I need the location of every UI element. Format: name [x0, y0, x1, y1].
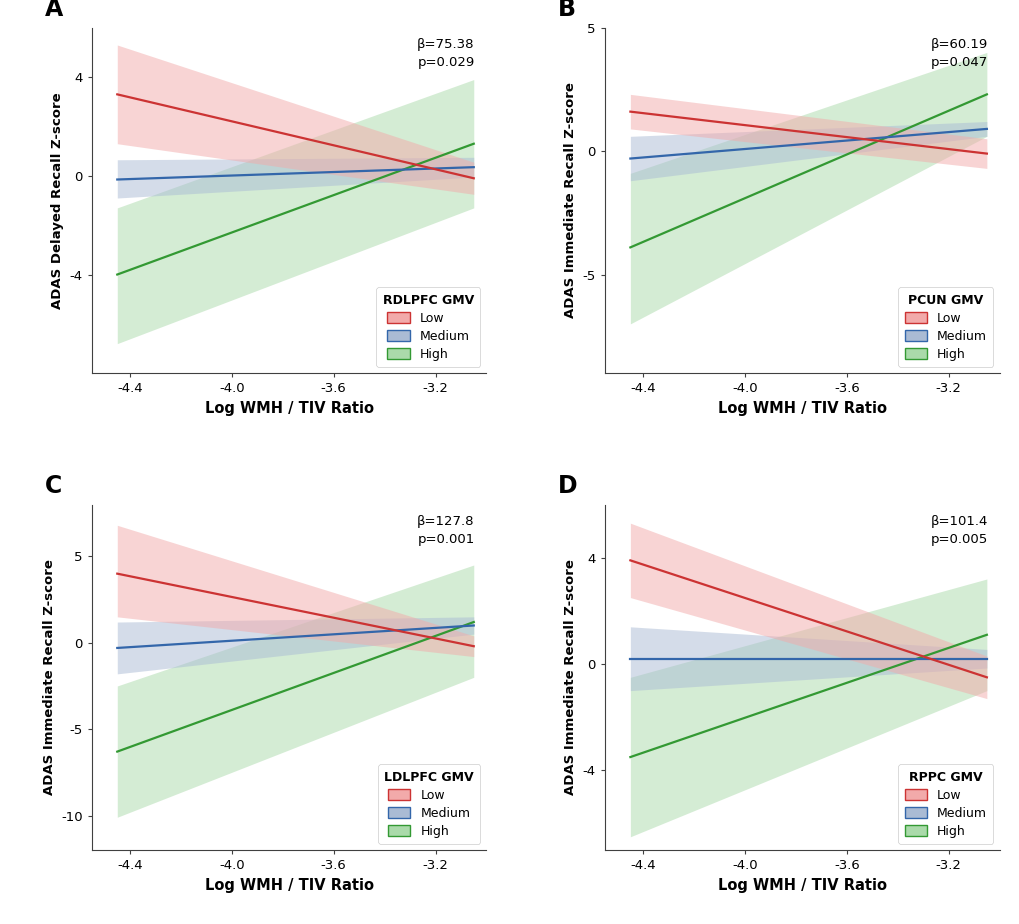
Y-axis label: ADAS Immediate Recall Z-score: ADAS Immediate Recall Z-score [564, 82, 577, 319]
Text: C: C [45, 474, 61, 498]
X-axis label: Log WMH / TIV Ratio: Log WMH / TIV Ratio [205, 401, 373, 416]
Y-axis label: ADAS Delayed Recall Z-score: ADAS Delayed Recall Z-score [51, 92, 64, 309]
X-axis label: Log WMH / TIV Ratio: Log WMH / TIV Ratio [205, 878, 373, 893]
Text: β=75.38
p=0.029: β=75.38 p=0.029 [417, 38, 474, 69]
Legend: Low, Medium, High: Low, Medium, High [898, 764, 993, 844]
Y-axis label: ADAS Immediate Recall Z-score: ADAS Immediate Recall Z-score [43, 559, 56, 796]
Legend: Low, Medium, High: Low, Medium, High [898, 287, 993, 367]
Text: A: A [45, 0, 62, 21]
Text: D: D [557, 474, 577, 498]
X-axis label: Log WMH / TIV Ratio: Log WMH / TIV Ratio [717, 878, 886, 893]
Text: β=101.4
p=0.005: β=101.4 p=0.005 [929, 515, 986, 546]
Text: β=60.19
p=0.047: β=60.19 p=0.047 [929, 38, 986, 69]
X-axis label: Log WMH / TIV Ratio: Log WMH / TIV Ratio [717, 401, 886, 416]
Text: β=127.8
p=0.001: β=127.8 p=0.001 [417, 515, 474, 546]
Text: B: B [557, 0, 575, 21]
Y-axis label: ADAS Immediate Recall Z-score: ADAS Immediate Recall Z-score [564, 559, 577, 796]
Legend: Low, Medium, High: Low, Medium, High [378, 764, 480, 844]
Legend: Low, Medium, High: Low, Medium, High [376, 287, 480, 367]
